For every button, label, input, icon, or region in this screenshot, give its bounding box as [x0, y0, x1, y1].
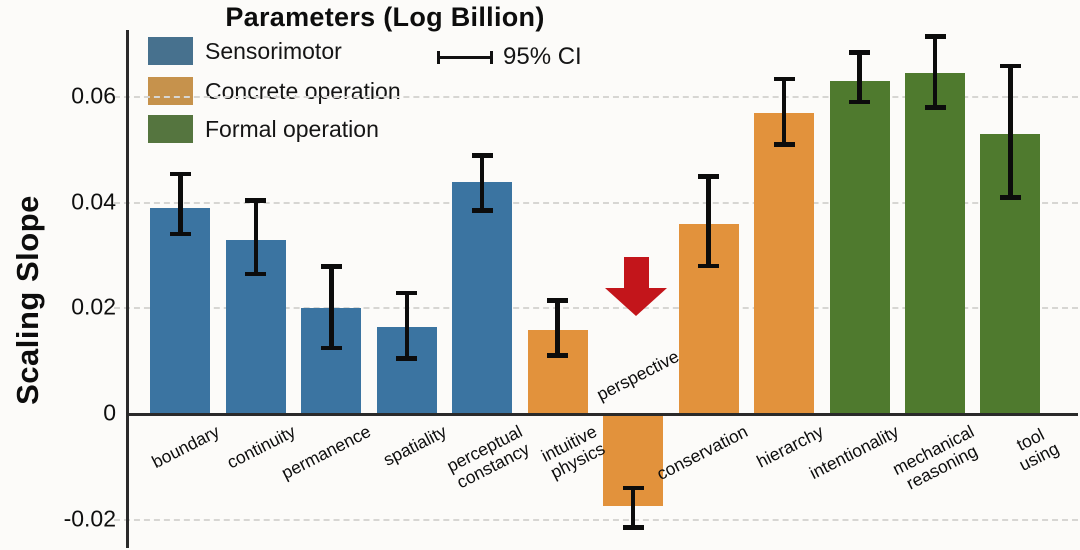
x-tick-label-text: spatiality [379, 421, 450, 470]
ci-whisker-left-cap-icon [437, 51, 440, 64]
bar-perceptual-constancy [452, 181, 513, 414]
errorbar-cap-top-perspective [622, 485, 644, 491]
x-tick-label-text: perceptual constancy [442, 421, 533, 493]
legend-label-concrete-operation: Concrete operation [205, 78, 401, 104]
errorbar-tool-using [1008, 65, 1013, 198]
red-down-arrow-stem-icon [623, 257, 649, 289]
errorbar-cap-bottom-mechanical-reasoning [924, 105, 946, 110]
errorbar-boundary [178, 173, 183, 235]
errorbar-cap-top-boundary [169, 171, 191, 177]
bar-hierarchy [754, 113, 815, 414]
gridline-0.02 [114, 307, 1078, 310]
y-tick-label-0: 0 [103, 399, 116, 426]
errorbar-perspective [630, 487, 636, 528]
errorbar-mechanical-reasoning [932, 36, 938, 108]
errorbar-cap-bottom-intuitive-physics [547, 353, 569, 358]
gridline-0.04 [114, 201, 1078, 204]
ci-whisker-icon [438, 56, 492, 59]
gridline--0.02 [114, 518, 1078, 521]
y-tick-label-0.02: 0.02 [71, 294, 116, 321]
x-tick-label-text: boundary [148, 421, 224, 473]
errorbar-cap-bottom-spatiality [396, 356, 418, 361]
bar-boundary [150, 208, 211, 414]
errorbar-intentionality [857, 52, 862, 103]
errorbar-cap-bottom-perceptual-constancy [471, 208, 493, 213]
errorbar-cap-bottom-tool-using [999, 195, 1021, 200]
errorbar-cap-top-mechanical-reasoning [924, 34, 946, 39]
errorbar-cap-top-intentionality [849, 50, 871, 55]
errorbar-continuity [253, 200, 259, 275]
x-tick-label-text: tool using [1012, 424, 1062, 475]
legend-swatch-sensorimotor [148, 37, 193, 65]
y-tick-label-0.06: 0.06 [71, 82, 116, 109]
errorbar-cap-top-tool-using [999, 63, 1021, 69]
errorbar-cap-top-perceptual-constancy [471, 153, 493, 158]
errorbar-cap-top-conservation [698, 174, 720, 179]
red-down-arrow-head-icon [605, 288, 668, 316]
errorbar-cap-bottom-conservation [698, 263, 720, 269]
errorbar-cap-top-continuity [245, 198, 267, 203]
zero-baseline [126, 412, 1078, 416]
y-tick-label-0.04: 0.04 [71, 188, 116, 215]
x-tick-label-text: mechanical reasoning [889, 421, 982, 494]
ci-label: 95% CI [503, 43, 582, 70]
chart-title: Parameters (Log Billion) [225, 2, 545, 32]
gridline-0.06 [114, 96, 1078, 99]
y-axis-spine [126, 30, 129, 548]
bar-intentionality [829, 81, 890, 414]
legend-swatch-concrete-operation [148, 77, 193, 105]
bar-mechanical-reasoning [905, 73, 965, 414]
errorbar-cap-bottom-permanence [320, 345, 342, 350]
errorbar-cap-bottom-hierarchy [773, 142, 795, 147]
errorbar-cap-top-permanence [320, 264, 342, 269]
x-tick-label-text: intuitive physics [538, 421, 609, 483]
errorbar-cap-top-intuitive-physics [547, 298, 569, 303]
legend-swatch-formal-operation [148, 115, 193, 143]
legend-label-formal-operation: Formal operation [205, 116, 379, 142]
legend-label-sensorimotor: Sensorimotor [205, 38, 342, 64]
ci-whisker-right-cap-icon [490, 51, 493, 64]
errorbar-cap-top-spatiality [396, 290, 418, 296]
errorbar-conservation [706, 176, 711, 267]
errorbar-cap-bottom-boundary [169, 231, 191, 237]
errorbar-perceptual-constancy [479, 155, 485, 211]
errorbar-cap-bottom-perspective [622, 525, 644, 530]
y-tick-label--0.02: -0.02 [63, 505, 116, 532]
errorbar-cap-bottom-intentionality [849, 99, 871, 105]
errorbar-hierarchy [781, 78, 787, 145]
errorbar-permanence [329, 266, 334, 348]
x-tick-label-text: perspective [592, 346, 682, 405]
x-tick-label-text: conservation [653, 421, 752, 484]
errorbar-spatiality [404, 292, 410, 359]
errorbar-cap-top-hierarchy [773, 76, 795, 82]
errorbar-intuitive-physics [555, 300, 560, 356]
errorbar-cap-bottom-continuity [245, 271, 267, 277]
